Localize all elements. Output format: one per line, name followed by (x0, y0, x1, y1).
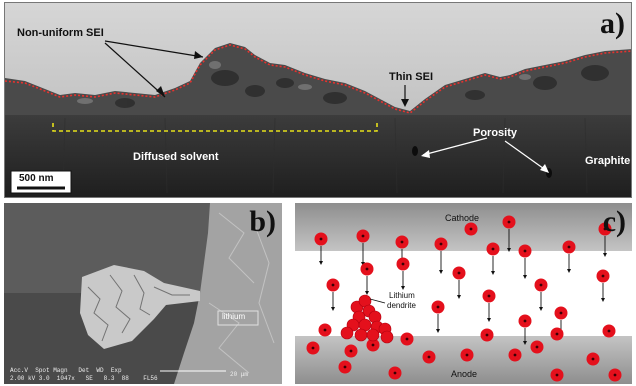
diffused-solvent-bracket (52, 123, 378, 132)
lithium-ion-core (591, 357, 595, 361)
lithium-ion-core (485, 333, 489, 337)
cathode-label: Cathode (445, 213, 480, 223)
lithium-ion-core (507, 220, 511, 224)
lithium-ion-core (539, 283, 543, 287)
lithium-ion-core (311, 346, 315, 350)
scale-bar-label: 500 nm (19, 173, 54, 184)
lithium-ion-core (487, 294, 491, 298)
lithium-ion-core (567, 245, 571, 249)
ion-arrowhead (331, 307, 335, 311)
panel-c-label: c) (602, 205, 626, 238)
ion-arrowhead (487, 318, 491, 322)
lithium-ion-core (436, 305, 440, 309)
lithium-ion-core (371, 343, 375, 347)
lithium-ion-core (559, 311, 563, 315)
lithium-ion-core (491, 247, 495, 251)
lithium-ion-core (361, 234, 365, 238)
sem-info-row2: 2.00 kV 3.0 1047x SE 8.3 88 FL56 (10, 375, 158, 382)
cathode-layer (295, 203, 632, 251)
non-uniform-sei-label: Non-uniform SEI (17, 27, 104, 39)
lithium-ion-core (319, 237, 323, 241)
lithium-ion-core (323, 328, 327, 332)
lithium-ion-core (555, 373, 559, 377)
lithium-ion-core (349, 349, 353, 353)
panel-b-image (4, 203, 282, 384)
lithium-ion-core (613, 373, 617, 377)
lithium-ion-core (343, 365, 347, 369)
sem-info-bar: Acc.V Spot Magn Det WD Exp 2.00 kV 3.0 1… (4, 366, 282, 384)
lithium-ion-core (535, 345, 539, 349)
lithium-ion-core (427, 355, 431, 359)
lithium-ion-core (439, 242, 443, 246)
sem-info-row1: Acc.V Spot Magn Det WD Exp (10, 367, 122, 374)
dendrite-ion (380, 330, 394, 344)
ion-arrowhead (365, 291, 369, 295)
ion-arrowhead (319, 261, 323, 265)
panel-a-sem-cross-section: a) Non-uniform SEI Thin SEI Porosity Dif… (4, 2, 632, 198)
lithium-label: lithium (222, 312, 246, 321)
porosity-label: Porosity (473, 127, 518, 139)
lithium-ion-core (603, 227, 607, 231)
ion-arrowhead (457, 295, 461, 299)
ion-arrowhead (436, 329, 440, 333)
ion-arrowhead (507, 248, 511, 252)
ion-arrowhead (601, 298, 605, 302)
dendrite-ion (366, 328, 380, 342)
lithium-ion-core (400, 240, 404, 244)
panel-c-dendrite-schematic: c) Cathode Anode Lithium dendrite (295, 203, 632, 384)
panel-a-label: a) (600, 7, 625, 40)
graphite-label: Graphite (585, 155, 631, 167)
panel-a-image (5, 3, 631, 197)
lithium-ion-core (523, 249, 527, 253)
ion-arrowhead (401, 286, 405, 290)
sei-outline (5, 44, 631, 114)
lithium-ion-core (469, 227, 473, 231)
lithium-ion-core (555, 332, 559, 336)
lithium-ion-core (393, 371, 397, 375)
panel-b-label: b) (249, 205, 276, 238)
ion-arrowhead (567, 269, 571, 273)
anode-label: Anode (451, 369, 478, 379)
lithium-ion-core (405, 337, 409, 341)
lithium-ion-core (331, 283, 335, 287)
ion-arrowhead (539, 307, 543, 311)
lithium-ion-core (465, 353, 469, 357)
thin-sei-label: Thin SEI (389, 71, 433, 83)
dendrite-label-line1: Lithium (389, 291, 415, 300)
sem-scale-label: 20 μm (230, 371, 249, 378)
lithium-ion-core (607, 329, 611, 333)
lithium-ion-core (523, 319, 527, 323)
ion-arrowhead (523, 341, 527, 345)
ion-arrowhead (439, 270, 443, 274)
lithium-ion-core (457, 271, 461, 275)
lithium-ion-core (401, 262, 405, 266)
ion-arrowhead (523, 275, 527, 279)
panel-b-sem-dendrite: b) lithium Acc.V Spot Magn Det WD Exp 2.… (4, 203, 282, 384)
dendrite-ion (354, 328, 368, 342)
ion-arrowhead (491, 271, 495, 275)
lithium-ion-core (513, 353, 517, 357)
lithium-ions (306, 215, 622, 382)
ion-arrowhead (603, 253, 607, 257)
lithium-ion-core (601, 274, 605, 278)
panel-c-diagram (295, 203, 632, 384)
dendrite-label-line2: dendrite (387, 301, 416, 310)
diffused-solvent-label: Diffused solvent (133, 151, 219, 163)
lithium-ion-core (365, 267, 369, 271)
dendrite-ion (340, 326, 354, 340)
